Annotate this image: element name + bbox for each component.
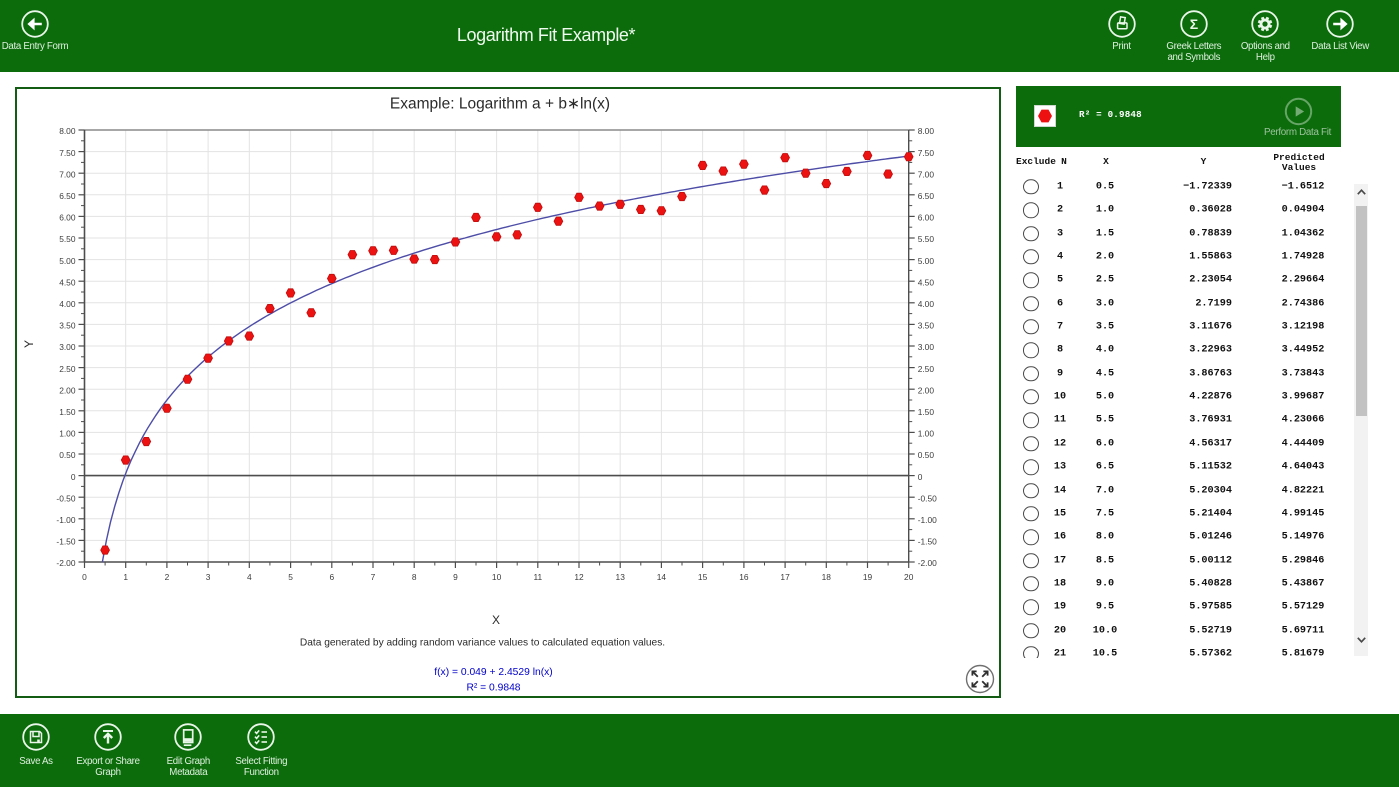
svg-text:7: 7 <box>370 572 375 582</box>
svg-text:Y: Y <box>22 340 36 348</box>
svg-text:7.00: 7.00 <box>59 169 76 179</box>
svg-text:8.00: 8.00 <box>59 126 76 136</box>
svg-text:4.00: 4.00 <box>59 299 76 309</box>
svg-text:5.00: 5.00 <box>59 256 76 266</box>
svg-text:2.50: 2.50 <box>59 364 76 374</box>
svg-text:8: 8 <box>411 572 416 582</box>
svg-text:-0.50: -0.50 <box>917 493 936 503</box>
svg-text:3.50: 3.50 <box>59 321 76 331</box>
svg-text:-0.50: -0.50 <box>56 493 75 503</box>
svg-text:6.00: 6.00 <box>917 213 934 223</box>
svg-text:-2.00: -2.00 <box>56 558 75 568</box>
svg-text:9: 9 <box>453 572 458 582</box>
svg-text:R² = 0.9848: R² = 0.9848 <box>466 683 520 694</box>
svg-text:5: 5 <box>288 572 293 582</box>
svg-text:0.50: 0.50 <box>917 450 934 460</box>
svg-text:19: 19 <box>862 572 872 582</box>
svg-text:15: 15 <box>697 572 707 582</box>
svg-text:2.50: 2.50 <box>917 364 934 374</box>
svg-text:3.00: 3.00 <box>917 342 934 352</box>
svg-text:3: 3 <box>205 572 210 582</box>
svg-text:1.50: 1.50 <box>59 407 76 417</box>
svg-text:-2.00: -2.00 <box>917 558 936 568</box>
svg-text:3.00: 3.00 <box>59 342 76 352</box>
svg-text:6.50: 6.50 <box>59 191 76 201</box>
svg-text:4: 4 <box>246 572 251 582</box>
svg-text:7.50: 7.50 <box>917 148 934 158</box>
svg-text:3.50: 3.50 <box>917 321 934 331</box>
svg-text:16: 16 <box>739 572 749 582</box>
svg-text:-1.50: -1.50 <box>917 537 936 547</box>
svg-text:10: 10 <box>491 572 501 582</box>
svg-text:1.00: 1.00 <box>917 429 934 439</box>
svg-text:0.50: 0.50 <box>59 450 76 460</box>
svg-text:4.50: 4.50 <box>59 277 76 287</box>
svg-text:0: 0 <box>82 572 87 582</box>
svg-text:5.50: 5.50 <box>59 234 76 244</box>
svg-text:13: 13 <box>615 572 625 582</box>
svg-text:f(x) = 0.049 + 2.4529 ln(x): f(x) = 0.049 + 2.4529 ln(x) <box>434 667 552 678</box>
svg-text:7.50: 7.50 <box>59 148 76 158</box>
svg-text:Example: Logarithm a + b∗ln(x): Example: Logarithm a + b∗ln(x) <box>389 96 609 113</box>
svg-text:5.00: 5.00 <box>917 256 934 266</box>
svg-text:X: X <box>491 613 499 627</box>
svg-text:-1.50: -1.50 <box>56 537 75 547</box>
svg-text:7.00: 7.00 <box>917 169 934 179</box>
svg-text:-1.00: -1.00 <box>917 515 936 525</box>
svg-text:20: 20 <box>904 572 914 582</box>
svg-text:12: 12 <box>574 572 584 582</box>
svg-text:4.50: 4.50 <box>917 277 934 287</box>
svg-text:18: 18 <box>821 572 831 582</box>
svg-text:6.00: 6.00 <box>59 213 76 223</box>
svg-text:0: 0 <box>70 472 75 482</box>
svg-text:1: 1 <box>123 572 128 582</box>
svg-text:4.00: 4.00 <box>917 299 934 309</box>
svg-text:6: 6 <box>329 572 334 582</box>
svg-text:1.50: 1.50 <box>917 407 934 417</box>
svg-text:8.00: 8.00 <box>917 126 934 136</box>
svg-text:2.00: 2.00 <box>59 385 76 395</box>
svg-text:-1.00: -1.00 <box>56 515 75 525</box>
svg-text:11: 11 <box>533 572 542 582</box>
svg-text:2: 2 <box>164 572 169 582</box>
svg-text:0: 0 <box>917 472 922 482</box>
svg-text:1.00: 1.00 <box>59 429 76 439</box>
svg-text:17: 17 <box>780 572 790 582</box>
svg-text:14: 14 <box>656 572 666 582</box>
svg-text:5.50: 5.50 <box>917 234 934 244</box>
svg-text:2.00: 2.00 <box>917 385 934 395</box>
svg-text:Σ: Σ <box>1190 16 1198 32</box>
svg-text:Data generated by adding rando: Data generated by adding random variance… <box>299 637 664 648</box>
svg-text:6.50: 6.50 <box>917 191 934 201</box>
